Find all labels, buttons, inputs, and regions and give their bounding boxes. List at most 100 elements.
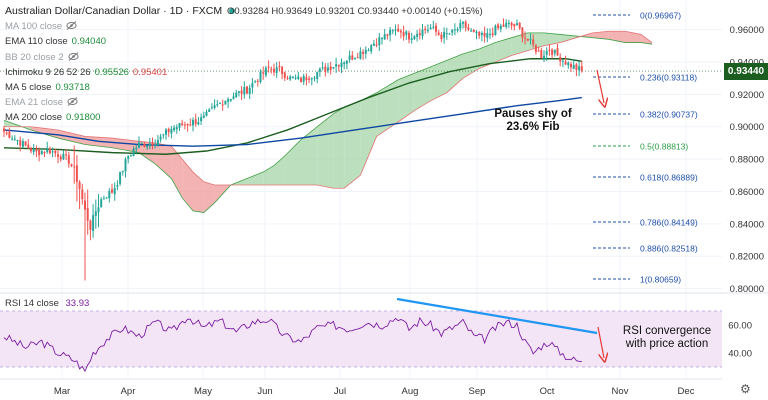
candle-body <box>491 33 494 36</box>
candle-body <box>505 22 508 28</box>
cloud-segment <box>376 79 399 137</box>
fib-annotation: Pauses shy of 23.6% Fib <box>488 108 578 134</box>
price-down-arrow <box>596 69 604 103</box>
market-open-icon <box>229 8 235 14</box>
moving-average-lines <box>0 58 722 155</box>
candle-body <box>181 123 184 126</box>
candle-body <box>545 50 548 55</box>
rsi-annotation: RSI convergence with price action <box>612 325 722 351</box>
candle-body <box>470 30 473 32</box>
candle-body <box>567 62 570 66</box>
candle-body <box>426 29 429 32</box>
price-axis-label: 0.94000 <box>730 57 764 68</box>
candle-body <box>408 32 410 40</box>
legend-item[interactable]: EMA 110 close 0.94040 <box>5 34 238 49</box>
candle-body <box>148 143 151 147</box>
candle-body <box>375 44 378 46</box>
candle-body <box>462 21 464 24</box>
candle-body <box>224 100 227 105</box>
candle-body <box>383 34 386 40</box>
candle-body <box>46 147 49 153</box>
candle-body <box>27 144 30 149</box>
legend-item[interactable]: MA 200 close 0.91800 <box>5 110 238 125</box>
candle-body <box>210 107 213 109</box>
candle-body <box>378 37 381 46</box>
candle-body <box>121 170 124 172</box>
cloud-segment <box>31 126 58 139</box>
candle-body <box>534 45 537 52</box>
candle-body <box>435 25 437 32</box>
candle-body <box>286 78 289 80</box>
candle-body <box>302 75 305 82</box>
candle-body <box>38 149 41 156</box>
candle-body <box>521 27 524 38</box>
cloud-segment <box>85 136 112 148</box>
legend-item[interactable]: MA 5 close 0.93718 <box>5 80 238 95</box>
candle-body <box>486 33 489 38</box>
candle-body <box>516 23 518 26</box>
candle-body <box>559 56 562 62</box>
candle-body <box>370 45 373 52</box>
candle-body <box>127 156 130 159</box>
legend-item[interactable]: Ichimoku 9 26 52 26 0.95526 0.95401 <box>5 65 238 80</box>
candle-body <box>167 128 170 133</box>
candle-body <box>356 57 359 59</box>
fib-level-label: 0(0.96967) <box>640 11 681 21</box>
cloud-segment <box>112 138 139 153</box>
candle-body <box>113 187 116 195</box>
legend-item[interactable]: MA 100 close <box>5 19 238 34</box>
span-a-line <box>3 32 653 213</box>
legend-item[interactable]: BB 20 close 2 <box>5 50 238 65</box>
axes: 0.96000 0.94000 0.92000 0.90000 0.88000 0.860… <box>0 25 768 397</box>
cloud-segment <box>344 100 361 189</box>
candle-body <box>111 189 113 193</box>
candle-body <box>416 34 419 37</box>
candle-body <box>65 154 68 156</box>
candle-body <box>394 29 397 31</box>
candle-body <box>397 28 400 32</box>
candle-body <box>572 64 575 69</box>
eye-crossed-icon[interactable] <box>66 20 77 35</box>
candle-body <box>151 143 154 146</box>
candle-body <box>138 142 140 148</box>
candle-body <box>497 24 500 28</box>
cloud-segment <box>317 113 334 189</box>
fib-level-label: 1(0.80659) <box>640 275 681 285</box>
price-axis-label: 0.86000 <box>730 187 764 198</box>
candle-body <box>170 128 173 134</box>
cloud-segment <box>560 34 577 43</box>
cloud-segment <box>139 141 156 164</box>
candle-body <box>94 211 97 216</box>
cloud-segment <box>301 126 318 185</box>
time-axis-label: Sep <box>469 386 486 397</box>
candle-body <box>262 72 265 74</box>
legend-item[interactable]: EMA 21 close <box>5 95 238 110</box>
cloud-segment <box>284 139 301 185</box>
cloud-segment <box>527 32 544 51</box>
candle-body <box>194 119 197 125</box>
price-axis-label: 0.96000 <box>730 25 764 36</box>
candle-body <box>264 67 267 76</box>
candle-body <box>100 199 103 208</box>
candle-body <box>48 148 51 154</box>
candle-body <box>89 220 92 230</box>
price-axis-label: 0.90000 <box>730 122 764 133</box>
candle-body <box>310 78 313 80</box>
candle-body <box>518 22 521 29</box>
candle-body <box>510 22 513 26</box>
eye-crossed-icon[interactable] <box>67 96 78 111</box>
candle-body <box>429 27 432 30</box>
ma-200-line <box>3 96 582 147</box>
cloud-segment <box>592 31 609 40</box>
legend-item-label: EMA 21 close <box>5 97 64 109</box>
candle-body <box>443 32 446 38</box>
eye-crossed-icon[interactable] <box>68 51 79 66</box>
cloud-segment <box>155 142 172 179</box>
candle-body <box>308 78 311 80</box>
cloud-segment <box>193 172 204 213</box>
time-axis-label: Apr <box>121 386 136 397</box>
settings-gear-icon[interactable]: ⚙ <box>740 382 751 396</box>
candle-body <box>78 182 81 189</box>
candle-body <box>453 29 456 31</box>
